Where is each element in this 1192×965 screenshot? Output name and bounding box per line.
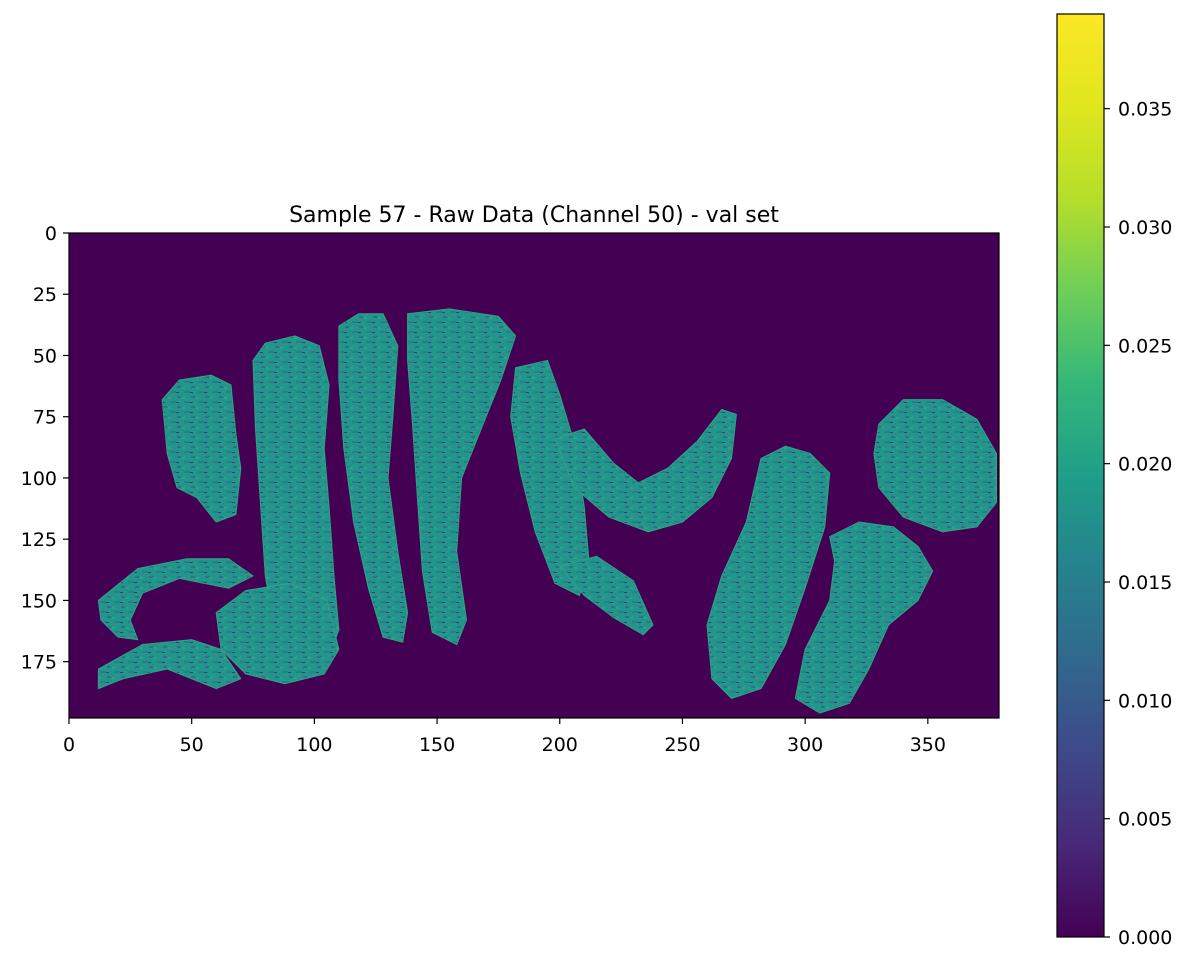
x-axis: 0 50 100 150 200 250 300 350 xyxy=(63,718,946,756)
x-tick-label: 50 xyxy=(180,734,204,756)
y-tick-label: 50 xyxy=(33,345,57,367)
x-tick-label: 0 xyxy=(63,734,75,756)
y-tick-label: 75 xyxy=(33,407,57,429)
tissue-region-right-lobe-b xyxy=(794,521,934,714)
x-tick-label: 350 xyxy=(910,734,946,756)
y-tick-label: 125 xyxy=(21,529,57,551)
plot-frame xyxy=(68,232,1000,719)
tissue-region-right-middle-tongue xyxy=(558,555,654,636)
colorbar-ticks: 0.000 0.005 0.010 0.015 0.020 0.025 0.030 0.035 xyxy=(1104,99,1172,949)
tissue-region-central-lobe-3 xyxy=(407,308,517,646)
plot-area xyxy=(68,232,1000,719)
x-tick-label: 100 xyxy=(296,734,332,756)
colorbar-tick-label: 0.000 xyxy=(1118,927,1172,949)
y-tick-label: 150 xyxy=(21,590,57,612)
y-tick-label: 100 xyxy=(21,468,57,490)
tissue-region-lower-middle-mass xyxy=(215,582,340,685)
colorbar-tick-label: 0.005 xyxy=(1118,809,1172,831)
colorbar-tick-label: 0.010 xyxy=(1118,690,1172,712)
y-axis: 0 25 50 75 100 125 150 175 xyxy=(21,223,69,674)
colorbar-tick-label: 0.035 xyxy=(1118,99,1172,121)
y-tick-label: 175 xyxy=(21,652,57,674)
y-tick-label: 0 xyxy=(45,223,57,245)
y-tick-label: 25 xyxy=(33,284,57,306)
x-tick-label: 250 xyxy=(664,734,700,756)
colorbar-tick-label: 0.020 xyxy=(1118,454,1172,476)
x-tick-label: 300 xyxy=(787,734,823,756)
tissue-region-left-lower-arc xyxy=(97,558,254,641)
x-tick-label: 200 xyxy=(542,734,578,756)
tissue-region-central-lobe-2 xyxy=(338,313,409,643)
tissue-layer xyxy=(97,308,997,714)
colorbar-tick-label: 0.025 xyxy=(1118,335,1172,357)
tissue-region-right-loop xyxy=(873,399,997,533)
colorbar-tick-label: 0.030 xyxy=(1118,217,1172,239)
tissue-region-right-lobe-a xyxy=(706,445,831,699)
tissue-region-arm-to-right xyxy=(554,408,737,533)
tissue-region-left-bottom-fold xyxy=(97,639,242,690)
colorbar-tick-label: 0.015 xyxy=(1118,572,1172,594)
chart-title: Sample 57 - Raw Data (Channel 50) - val … xyxy=(289,203,779,228)
colorbar-gradient xyxy=(1056,13,1105,938)
x-tick-label: 150 xyxy=(419,734,455,756)
colorbar: 0.000 0.005 0.010 0.015 0.020 0.025 0.030 0.035 xyxy=(1056,13,1172,949)
tissue-region-left-lobe xyxy=(161,374,242,523)
